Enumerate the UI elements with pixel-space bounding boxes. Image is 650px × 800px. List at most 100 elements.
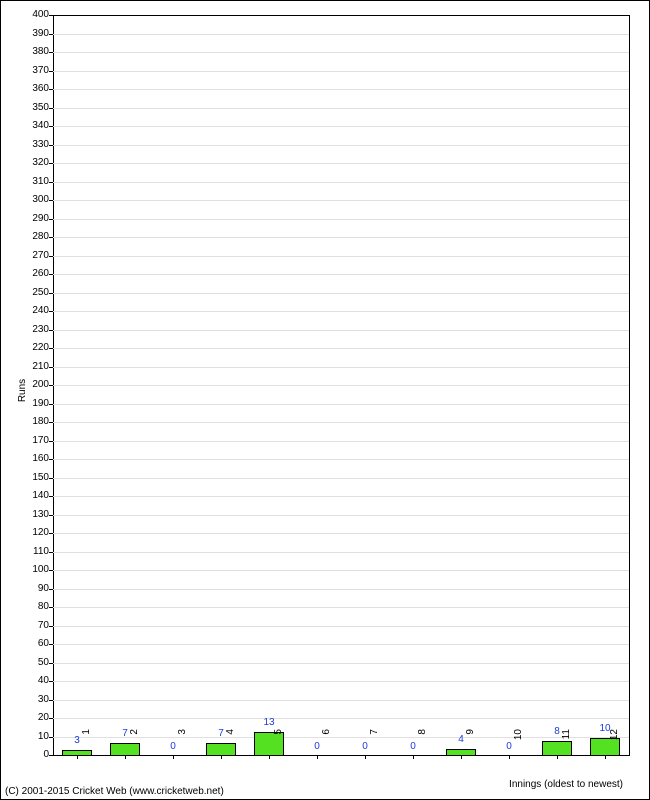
y-tick-label: 190 xyxy=(9,399,49,409)
gridline xyxy=(53,607,629,608)
y-tick-mark xyxy=(49,385,53,386)
y-tick-mark xyxy=(49,89,53,90)
y-tick-mark xyxy=(49,681,53,682)
plot-area xyxy=(53,15,630,756)
gridline xyxy=(53,71,629,72)
x-axis-title: Innings (oldest to newest) xyxy=(509,779,623,790)
y-tick-label: 360 xyxy=(9,84,49,94)
gridline xyxy=(53,237,629,238)
y-tick-mark xyxy=(49,552,53,553)
gridline xyxy=(53,274,629,275)
y-tick-label: 220 xyxy=(9,343,49,353)
y-tick-mark xyxy=(49,607,53,608)
x-tick-mark xyxy=(317,755,318,759)
y-tick-label: 370 xyxy=(9,66,49,76)
x-tick-mark xyxy=(365,755,366,759)
x-tick-label: 11 xyxy=(561,729,572,759)
gridline xyxy=(53,496,629,497)
gridline xyxy=(53,348,629,349)
gridline xyxy=(53,145,629,146)
x-tick-mark xyxy=(77,755,78,759)
y-tick-label: 240 xyxy=(9,306,49,316)
y-tick-label: 20 xyxy=(9,713,49,723)
y-tick-mark xyxy=(49,626,53,627)
y-axis xyxy=(53,16,54,756)
gridline xyxy=(53,52,629,53)
y-tick-mark xyxy=(49,330,53,331)
y-tick-label: 290 xyxy=(9,214,49,224)
y-tick-label: 210 xyxy=(9,362,49,372)
gridline xyxy=(53,163,629,164)
gridline xyxy=(53,718,629,719)
y-tick-mark xyxy=(49,15,53,16)
gridline xyxy=(53,404,629,405)
bar-value-label: 13 xyxy=(254,718,284,728)
gridline xyxy=(53,34,629,35)
y-tick-mark xyxy=(49,293,53,294)
y-tick-label: 10 xyxy=(9,732,49,742)
y-tick-label: 150 xyxy=(9,473,49,483)
x-tick-mark xyxy=(557,755,558,759)
gridline xyxy=(53,589,629,590)
gridline xyxy=(53,515,629,516)
y-tick-mark xyxy=(49,663,53,664)
y-tick-mark xyxy=(49,126,53,127)
y-tick-label: 250 xyxy=(9,288,49,298)
y-tick-mark xyxy=(49,459,53,460)
y-tick-label: 90 xyxy=(9,584,49,594)
gridline xyxy=(53,330,629,331)
x-tick-mark xyxy=(605,755,606,759)
y-tick-label: 310 xyxy=(9,177,49,187)
gridline xyxy=(53,89,629,90)
gridline xyxy=(53,367,629,368)
y-tick-mark xyxy=(49,256,53,257)
y-tick-mark xyxy=(49,533,53,534)
x-tick-mark xyxy=(413,755,414,759)
y-tick-label: 300 xyxy=(9,195,49,205)
x-tick-label: 3 xyxy=(177,729,188,759)
y-tick-label: 80 xyxy=(9,602,49,612)
copyright-text: (C) 2001-2015 Cricket Web (www.cricketwe… xyxy=(5,786,224,797)
x-tick-label: 7 xyxy=(369,729,380,759)
x-tick-mark xyxy=(461,755,462,759)
y-tick-mark xyxy=(49,108,53,109)
gridline xyxy=(53,200,629,201)
y-tick-label: 0 xyxy=(9,750,49,760)
y-tick-label: 230 xyxy=(9,325,49,335)
gridline xyxy=(53,385,629,386)
y-tick-label: 40 xyxy=(9,676,49,686)
y-tick-mark xyxy=(49,441,53,442)
y-tick-label: 260 xyxy=(9,269,49,279)
y-tick-mark xyxy=(49,422,53,423)
gridline xyxy=(53,644,629,645)
y-tick-mark xyxy=(49,515,53,516)
gridline xyxy=(53,533,629,534)
y-tick-label: 160 xyxy=(9,454,49,464)
y-tick-label: 120 xyxy=(9,528,49,538)
y-tick-label: 170 xyxy=(9,436,49,446)
x-tick-label: 12 xyxy=(609,729,620,759)
y-tick-label: 130 xyxy=(9,510,49,520)
y-tick-label: 380 xyxy=(9,47,49,57)
y-tick-mark xyxy=(49,478,53,479)
y-tick-mark xyxy=(49,496,53,497)
y-tick-mark xyxy=(49,737,53,738)
x-tick-label: 1 xyxy=(81,729,92,759)
gridline xyxy=(53,126,629,127)
y-tick-label: 270 xyxy=(9,251,49,261)
y-tick-mark xyxy=(49,367,53,368)
y-tick-label: 30 xyxy=(9,695,49,705)
y-tick-mark xyxy=(49,52,53,53)
x-tick-label: 4 xyxy=(225,729,236,759)
gridline xyxy=(53,293,629,294)
y-tick-mark xyxy=(49,219,53,220)
y-tick-mark xyxy=(49,200,53,201)
chart-container: Runs Innings (oldest to newest) (C) 2001… xyxy=(0,0,650,800)
gridline xyxy=(53,422,629,423)
y-tick-mark xyxy=(49,700,53,701)
y-tick-mark xyxy=(49,348,53,349)
y-tick-label: 100 xyxy=(9,565,49,575)
gridline xyxy=(53,681,629,682)
y-tick-label: 140 xyxy=(9,491,49,501)
gridline xyxy=(53,570,629,571)
